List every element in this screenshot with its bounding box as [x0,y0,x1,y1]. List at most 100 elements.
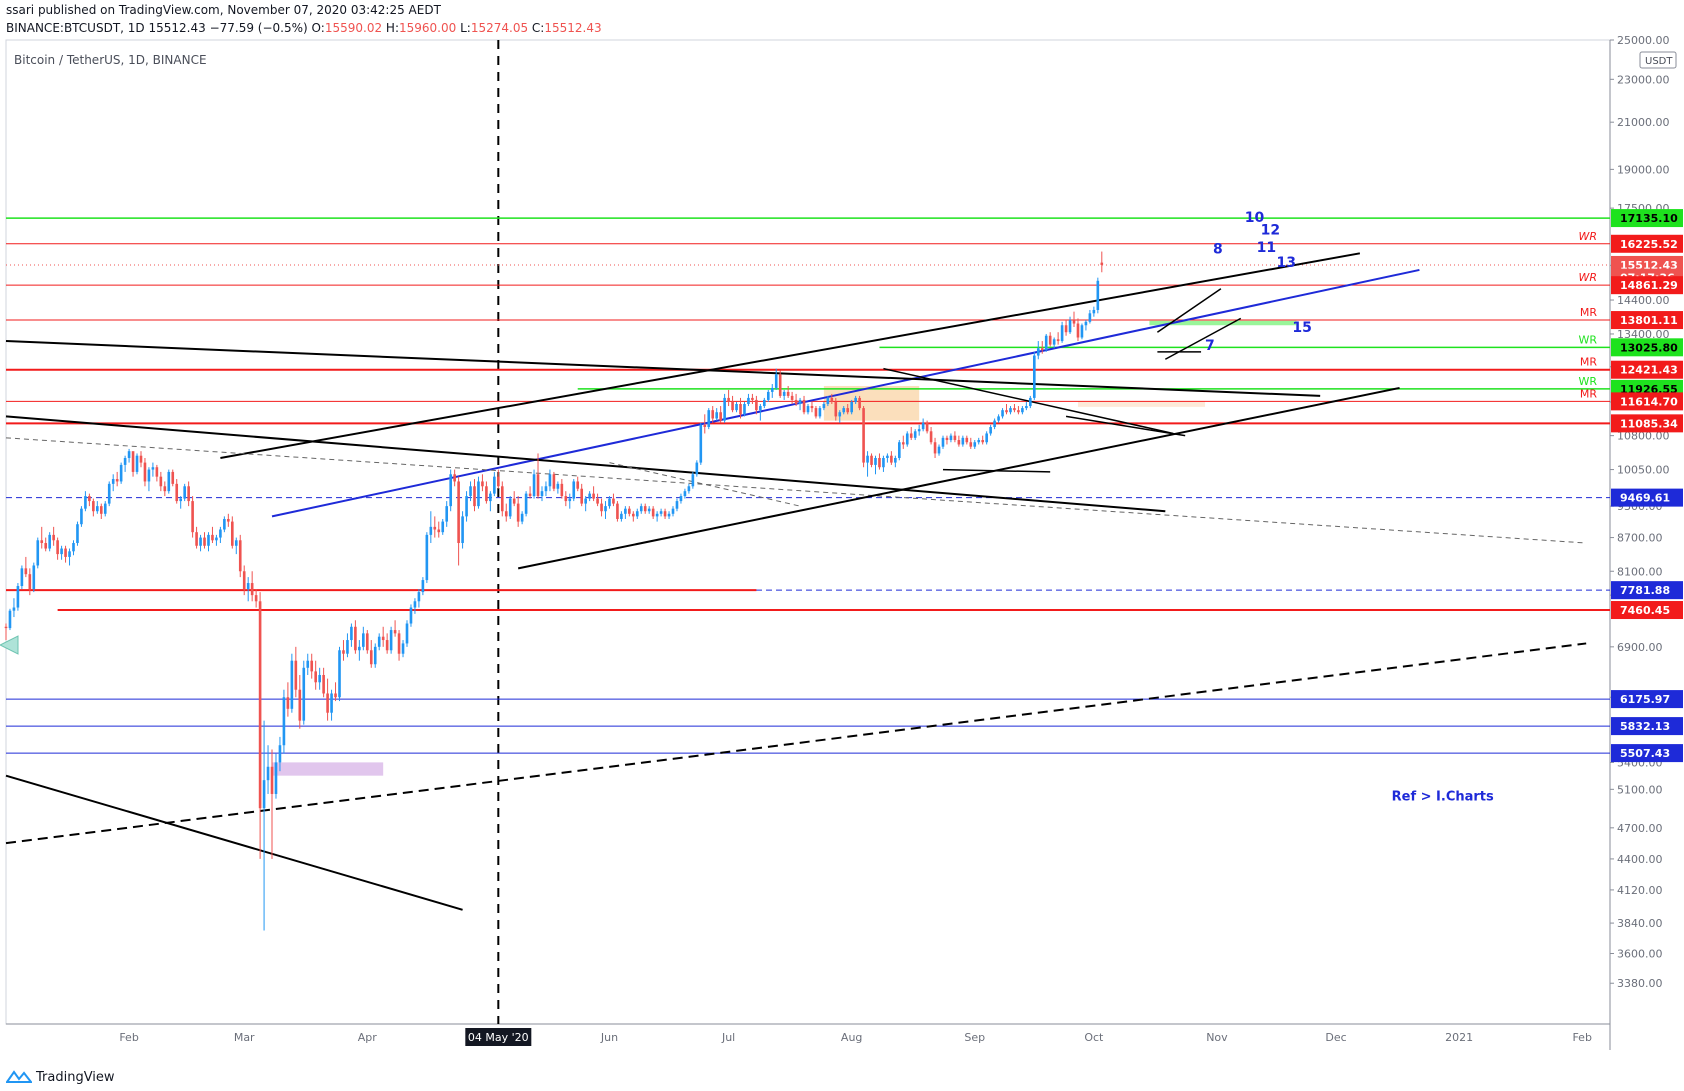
candle-body [655,513,659,517]
y-tick-label: 10050.00 [1617,464,1670,477]
candle-body [497,476,500,487]
candle-body [989,426,992,434]
price-badge-13025.80 [1611,338,1683,357]
candle-body [770,387,774,392]
x-tick-label: Aug [841,1031,862,1044]
candle-body [612,498,615,504]
price-badge-label: 16225.52 [1620,238,1678,251]
candle-body [818,408,822,417]
trendline-long-dashed-rising [5,642,1587,845]
candle-body [755,399,758,411]
candle-body [147,469,151,482]
y-tick-label: 19000.00 [1617,163,1670,176]
x-tick-label: Dec [1325,1031,1346,1044]
candle-body [24,568,28,575]
price-badge-label: 11614.70 [1620,395,1678,408]
candle-body [441,521,445,533]
price-badge-16225.52 [1611,234,1683,253]
tradingview-logo-icon [6,1070,32,1083]
annotation-label: 13 [1276,255,1295,271]
candle-body [568,498,572,502]
candle-body [512,498,516,504]
y-tick-label: 6900.00 [1617,641,1663,654]
candle-body [473,486,476,507]
price-change: −77.59 (−0.5%) [209,21,308,35]
candle-body [913,431,917,438]
candle-body [302,667,306,721]
candles-group [4,251,1104,931]
y-tick-label: 14400.00 [1617,294,1670,307]
candle-body [373,646,377,665]
annotation-label: 12 [1261,222,1280,238]
trendline-long-descending [5,340,1321,397]
low-value: 15274.05 [470,21,529,35]
candle-body [925,422,929,432]
price-badge-label: 7781.88 [1620,584,1670,597]
low-label: L: [460,21,471,35]
price-badge-label: 7460.45 [1620,604,1670,617]
candle-body [318,674,321,683]
y-tick-label: 3600.00 [1617,948,1663,961]
candle-body [683,491,687,497]
candle-body [298,689,302,721]
candle-body [945,437,949,441]
y-tick-label: 25000.00 [1617,34,1670,47]
candle-body [409,607,413,624]
candle-body [32,565,36,590]
candle-body [802,399,806,413]
candle-body [266,766,270,781]
candle-body [628,508,631,514]
candle-body [524,493,528,514]
candle-body [842,408,846,413]
candle-body [80,508,83,525]
candle-body [350,626,353,641]
price-badge-14861.29 [1611,276,1683,295]
candle-body [1001,410,1004,417]
candle-body [620,513,623,519]
price-chart[interactable]: Bitcoin / TetherUS, 1D, BINANCE 3380.00 36… [0,0,1684,1062]
candle-body [489,493,492,502]
candle-body [763,399,766,407]
candle-body [227,518,230,522]
candle-body [739,403,742,415]
annotation-label: Ref > I.Charts [1392,790,1494,805]
candle-body [699,424,703,463]
candle-body [207,534,210,546]
candle-body [493,476,496,494]
candle-body [659,511,663,514]
candle-body [405,623,409,644]
candle-body [322,674,325,694]
candle-body [294,660,298,690]
price-badge-label: 6175.97 [1620,693,1670,706]
candle-body [215,537,218,541]
candle-body [135,455,139,472]
level-tag: WR [1578,333,1597,346]
candle-body [834,401,838,417]
y-tick-label: 4400.00 [1617,853,1663,866]
trendline-pennant-top [883,367,1174,435]
price-badge-7781.88 [1611,581,1683,600]
candle-body [973,442,977,447]
currency-label: USDT [1645,56,1673,67]
candle-body [961,437,965,445]
x-tick-label: Feb [119,1031,138,1044]
support-zone [272,762,384,776]
candle-body [548,474,552,487]
candle-body [957,440,961,445]
candle-body [965,437,969,443]
level-tag: WR [1578,375,1597,388]
candle-body [560,483,564,497]
candle-body [389,630,393,651]
candle-body [278,745,282,763]
y-tick-label: 8100.00 [1617,565,1663,578]
candle-body [778,374,782,396]
candle-body [354,626,357,651]
candle-body [830,397,834,402]
price-badge-5507.43 [1611,744,1683,763]
candle-body [163,486,167,492]
candle-body [1017,410,1020,413]
candle-body [901,442,905,445]
candle-body [1056,339,1060,342]
x-tick-label: Apr [358,1031,378,1044]
candle-body [171,471,175,484]
